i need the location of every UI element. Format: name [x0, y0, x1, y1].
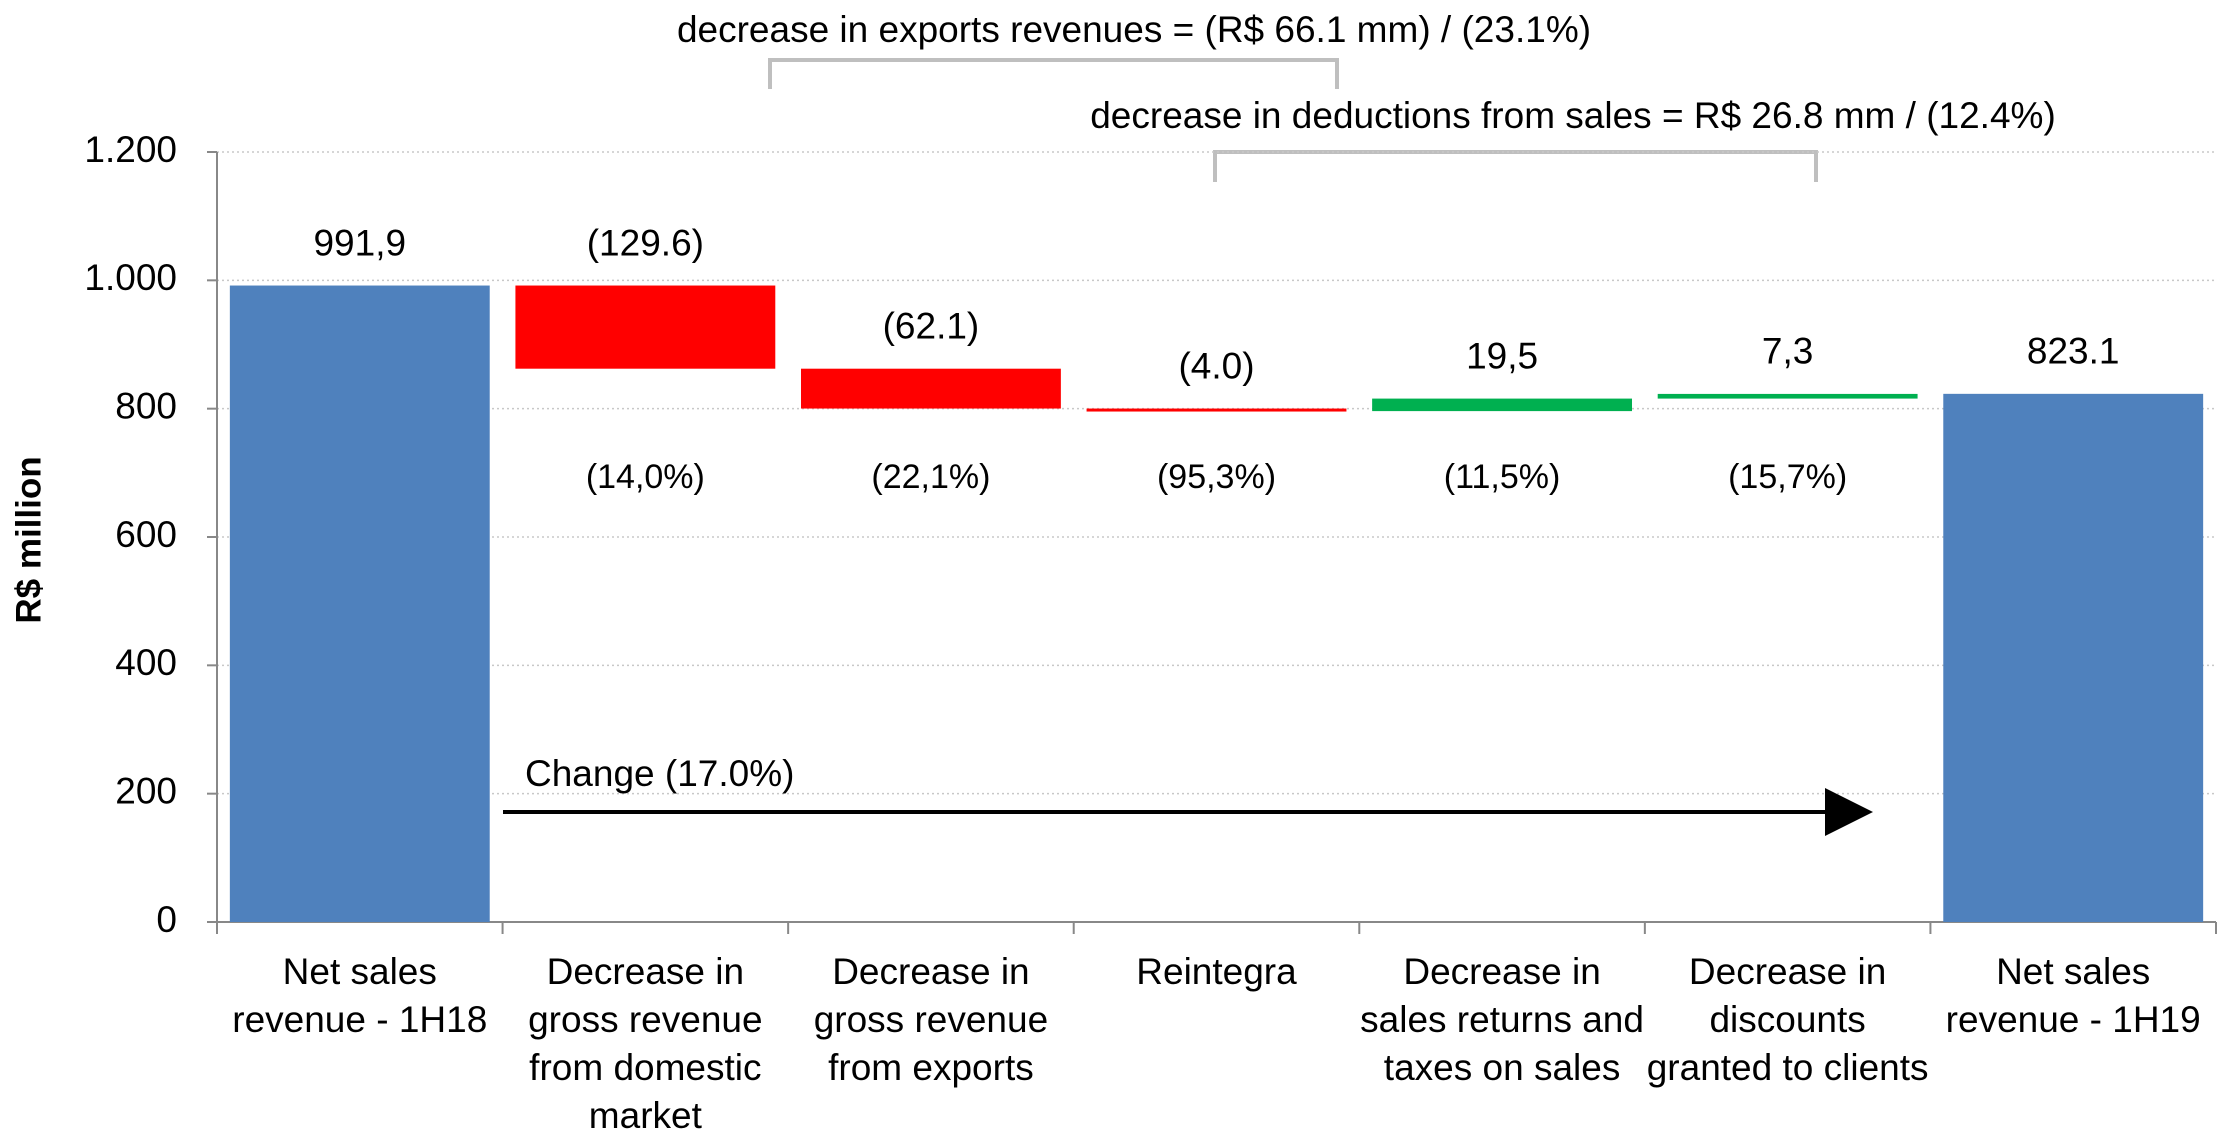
x-tick-label: Decrease in gross revenue from exports [813, 951, 1049, 1088]
bracket [1213, 150, 1818, 182]
x-tick-label: Decrease in sales returns and taxes on s… [1360, 951, 1644, 1088]
value-label: 7,3 [1762, 331, 1813, 372]
bar [1943, 393, 2204, 922]
y-tick-label: 1.200 [84, 129, 177, 170]
x-tick-label: Reintegra [1136, 951, 1297, 992]
value-label: (62.1) [883, 305, 980, 346]
bar [515, 285, 776, 369]
bar [1372, 398, 1633, 412]
annotation: Change (17.0%) [525, 753, 794, 794]
percent-label: (15,7%) [1728, 458, 1847, 496]
percent-label: (22,1%) [871, 458, 990, 496]
bar [1086, 408, 1347, 412]
y-axis-label: R$ million [9, 456, 48, 623]
value-label: (129.6) [587, 222, 704, 263]
bar [229, 285, 490, 922]
x-tick-label: Net sales revenue - 1H19 [1945, 951, 2201, 1040]
percent-label: (95,3%) [1157, 458, 1276, 496]
x-tick-label: Net sales revenue - 1H18 [232, 951, 488, 1040]
bar [800, 368, 1061, 409]
bracket [768, 58, 1339, 89]
percent-label: (14,0%) [586, 458, 705, 496]
annotation: decrease in deductions from sales = R$ 2… [1090, 95, 2056, 136]
y-tick-label: 200 [115, 770, 177, 811]
x-tick-label: Decrease in gross revenue from domestic … [528, 951, 763, 1136]
annotation: decrease in exports revenues = (R$ 66.1 … [677, 9, 1591, 50]
value-label: 19,5 [1466, 335, 1538, 376]
y-tick-label: 400 [115, 642, 177, 683]
bar [1657, 393, 1918, 399]
percent-label: (11,5%) [1444, 458, 1561, 496]
y-tick-label: 600 [115, 514, 177, 555]
y-tick-label: 800 [115, 385, 177, 426]
value-label: 823.1 [2027, 331, 2120, 372]
x-tick-label: Decrease in discounts granted to clients [1646, 951, 1929, 1088]
value-label: (4.0) [1178, 345, 1254, 386]
value-label: 991,9 [313, 222, 406, 263]
y-tick-label: 1.000 [84, 257, 177, 298]
y-tick-label: 0 [156, 899, 177, 940]
